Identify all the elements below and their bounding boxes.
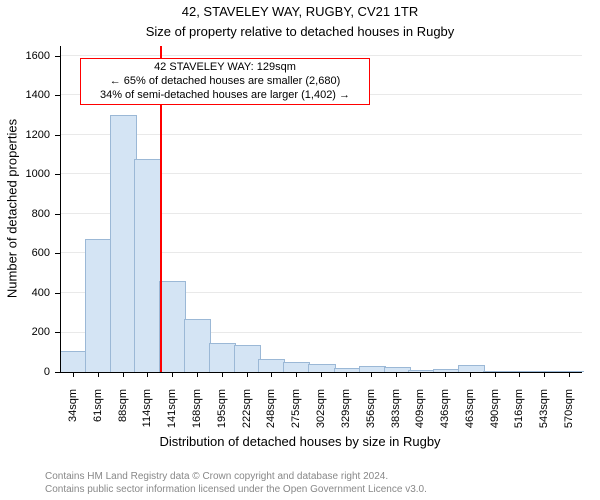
chart-container: 42, STAVELEY WAY, RUGBY, CV21 1TR Size o… (0, 0, 600, 500)
y-tick-mark (55, 95, 60, 96)
x-tick-mark (73, 372, 74, 377)
x-tick-label: 88sqm (117, 389, 129, 439)
x-tick-mark (123, 372, 124, 377)
histogram-bar (85, 239, 112, 372)
x-tick-label: 275sqm (290, 389, 302, 439)
x-tick-label: 302sqm (315, 389, 327, 439)
x-tick-label: 34sqm (67, 389, 79, 439)
histogram-bar (110, 115, 137, 372)
x-tick-mark (569, 372, 570, 377)
x-tick-mark (519, 372, 520, 377)
y-tick-mark (55, 56, 60, 57)
x-tick-mark (371, 372, 372, 377)
annotation-line: 42 STAVELEY WAY: 129sqm (85, 61, 365, 75)
x-tick-label: 356sqm (365, 389, 377, 439)
x-tick-mark (495, 372, 496, 377)
x-tick-mark (271, 372, 272, 377)
x-tick-mark (247, 372, 248, 377)
x-tick-mark (98, 372, 99, 377)
x-tick-label: 248sqm (265, 389, 277, 439)
chart-title-main: 42, STAVELEY WAY, RUGBY, CV21 1TR (0, 4, 600, 19)
x-tick-label: 516sqm (513, 389, 525, 439)
x-tick-mark (420, 372, 421, 377)
x-tick-label: 114sqm (141, 389, 153, 439)
x-tick-mark (296, 372, 297, 377)
x-tick-mark (544, 372, 545, 377)
x-tick-mark (197, 372, 198, 377)
annotation-line: 34% of semi-detached houses are larger (… (85, 89, 365, 103)
footer-line-1: Contains HM Land Registry data © Crown c… (45, 471, 427, 484)
gridline (60, 55, 582, 56)
histogram-bar (60, 351, 87, 372)
x-tick-mark (346, 372, 347, 377)
x-tick-label: 141sqm (166, 389, 178, 439)
histogram-bar (184, 319, 211, 372)
x-tick-mark (147, 372, 148, 377)
gridline (60, 134, 582, 135)
annotation-box: 42 STAVELEY WAY: 129sqm← 65% of detached… (80, 58, 370, 105)
x-tick-mark (445, 372, 446, 377)
x-tick-label: 329sqm (340, 389, 352, 439)
y-tick-mark (55, 174, 60, 175)
x-tick-label: 222sqm (241, 389, 253, 439)
x-tick-label: 543sqm (538, 389, 550, 439)
x-tick-label: 490sqm (489, 389, 501, 439)
x-tick-mark (396, 372, 397, 377)
y-tick-mark (55, 253, 60, 254)
y-tick-mark (55, 332, 60, 333)
y-tick-mark (55, 214, 60, 215)
y-tick-mark (55, 293, 60, 294)
histogram-bar (258, 359, 285, 372)
x-tick-label: 383sqm (390, 389, 402, 439)
histogram-bar (134, 159, 161, 372)
histogram-bar (209, 343, 236, 372)
x-axis-label: Distribution of detached houses by size … (0, 434, 600, 449)
x-tick-label: 436sqm (439, 389, 451, 439)
histogram-bar (308, 364, 335, 372)
x-tick-label: 463sqm (464, 389, 476, 439)
x-tick-mark (321, 372, 322, 377)
histogram-bar (234, 345, 261, 372)
x-tick-mark (222, 372, 223, 377)
y-tick-mark (55, 135, 60, 136)
histogram-bar (283, 362, 310, 372)
x-tick-label: 168sqm (191, 389, 203, 439)
y-axis-label: Number of detached properties (5, 46, 20, 372)
histogram-bar (458, 365, 485, 372)
y-tick-mark (55, 372, 60, 373)
x-tick-mark (172, 372, 173, 377)
x-tick-label: 195sqm (216, 389, 228, 439)
footer-line-2: Contains public sector information licen… (45, 484, 427, 497)
x-tick-label: 409sqm (414, 389, 426, 439)
x-tick-mark (470, 372, 471, 377)
x-tick-label: 570sqm (563, 389, 575, 439)
footer-attribution: Contains HM Land Registry data © Crown c… (45, 471, 427, 496)
chart-title-sub: Size of property relative to detached ho… (0, 24, 600, 39)
histogram-bar (159, 281, 186, 372)
annotation-line: ← 65% of detached houses are smaller (2,… (85, 75, 365, 89)
x-tick-label: 61sqm (92, 389, 104, 439)
y-axis-line (60, 46, 61, 372)
